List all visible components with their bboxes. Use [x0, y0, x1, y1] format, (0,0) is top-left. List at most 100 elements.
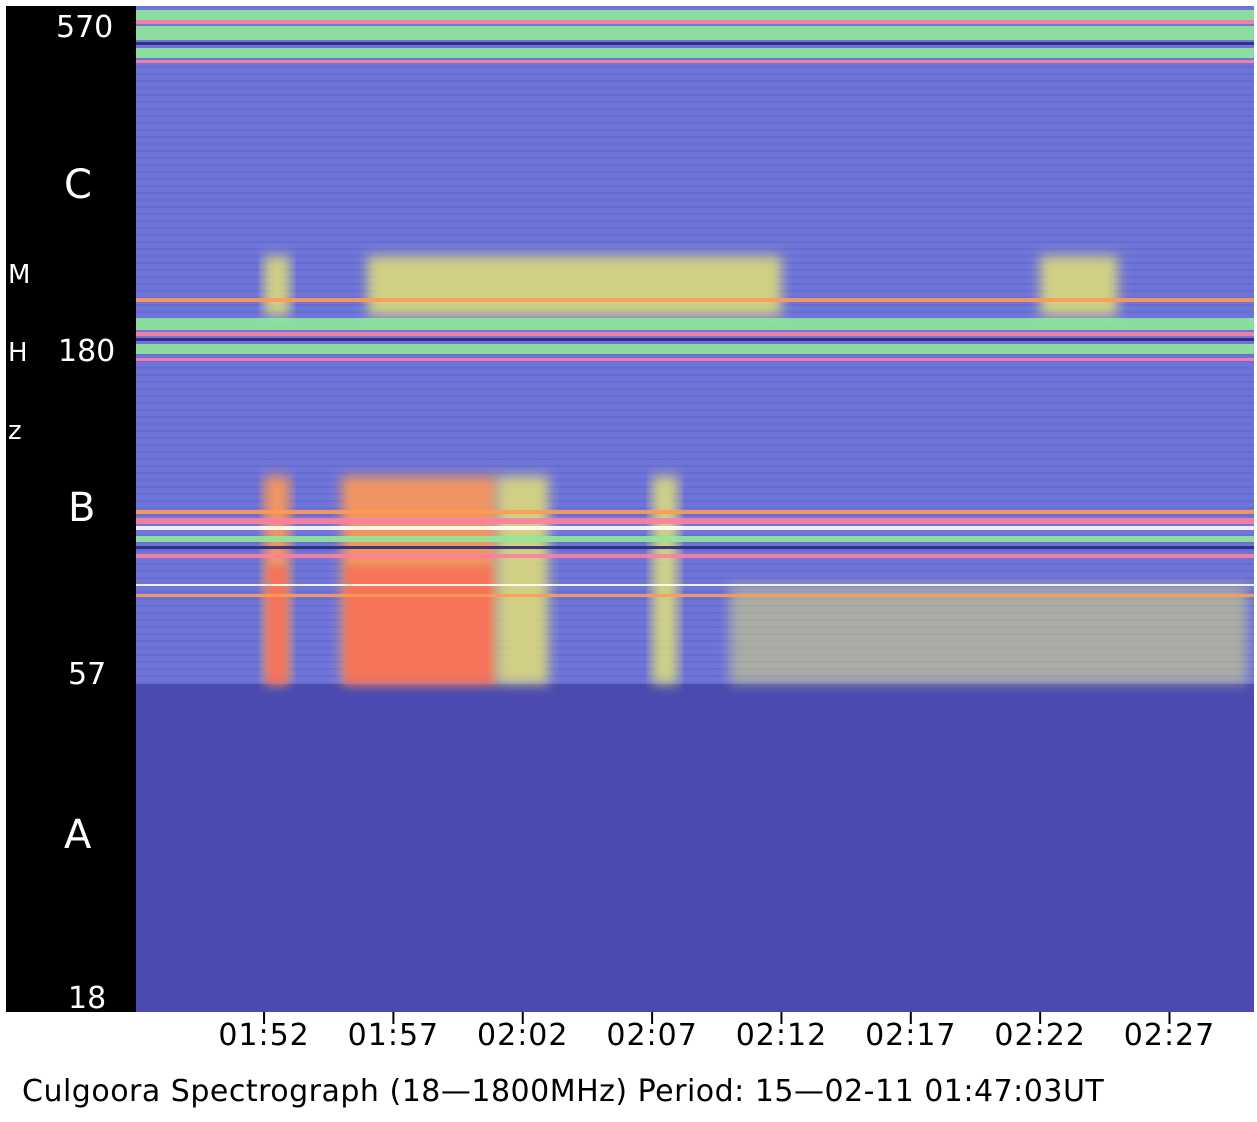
interference-line — [136, 584, 1254, 586]
interference-line — [136, 358, 1254, 361]
channel-stripe — [136, 101, 1254, 103]
channel-stripe — [136, 409, 1254, 411]
interference-line — [136, 48, 1254, 58]
channel-stripe — [136, 234, 1254, 236]
channel-stripe — [136, 241, 1254, 243]
channel-stripe — [136, 206, 1254, 208]
channel-stripe — [136, 500, 1254, 502]
channel-stripe — [136, 647, 1254, 649]
interference-line — [136, 546, 1254, 549]
channel-stripe — [136, 654, 1254, 656]
channel-stripe — [136, 549, 1254, 551]
channel-stripe — [136, 402, 1254, 404]
channel-stripe — [136, 570, 1254, 572]
channel-stripe — [136, 185, 1254, 187]
channel-stripe — [136, 395, 1254, 397]
interference-line — [136, 338, 1254, 341]
channel-stripe — [136, 164, 1254, 166]
channel-stripe — [136, 640, 1254, 642]
channel-stripe — [136, 633, 1254, 635]
channel-stripe — [136, 108, 1254, 110]
channel-stripe — [136, 213, 1254, 215]
channel-stripe — [136, 612, 1254, 614]
channel-stripe — [136, 150, 1254, 152]
channel-stripe — [136, 423, 1254, 425]
channel-stripe — [136, 465, 1254, 467]
burst-b-7 — [729, 586, 1248, 684]
xtick-label: 02:17 — [865, 1018, 957, 1053]
channel-stripe — [136, 157, 1254, 159]
channel-stripe — [136, 444, 1254, 446]
channel-stripe — [136, 192, 1254, 194]
burst-core-3 — [268, 566, 286, 684]
ytick-label-18: 18 — [68, 981, 107, 1016]
channel-stripe — [136, 472, 1254, 474]
xtick-label: 02:02 — [477, 1018, 569, 1053]
channel-stripe — [136, 122, 1254, 124]
channel-stripe — [136, 563, 1254, 565]
spectrogram-plot — [136, 6, 1254, 1012]
xtick-label: 01:52 — [218, 1018, 310, 1053]
channel-stripe — [136, 605, 1254, 607]
channel-stripe — [136, 199, 1254, 201]
channel-stripe — [136, 115, 1254, 117]
channel-stripe — [136, 94, 1254, 96]
channel-stripe — [136, 171, 1254, 173]
channel-stripe — [136, 619, 1254, 621]
channel-stripe — [136, 227, 1254, 229]
channel-stripe — [136, 479, 1254, 481]
channel-stripe — [136, 129, 1254, 131]
channel-stripe — [136, 486, 1254, 488]
channel-stripe — [136, 374, 1254, 376]
interference-line — [136, 26, 1254, 40]
channel-stripe — [136, 430, 1254, 432]
channel-stripe — [136, 577, 1254, 579]
interference-line — [136, 554, 1254, 558]
channel-stripe — [136, 507, 1254, 509]
band-label-c: C — [64, 162, 92, 208]
interference-line — [136, 42, 1254, 45]
burst-b-6 — [652, 476, 678, 684]
burst-core-4 — [345, 566, 493, 684]
interference-line — [136, 318, 1254, 330]
interference-line — [136, 518, 1254, 524]
ytick-label-570: 570 — [56, 10, 114, 45]
channel-stripe — [136, 220, 1254, 222]
interference-line — [136, 536, 1254, 542]
channel-stripe — [136, 591, 1254, 593]
ylabel-letter-h: H — [8, 338, 28, 368]
channel-stripe — [136, 451, 1254, 453]
y-axis-panel — [6, 6, 136, 1012]
interference-line — [136, 20, 1254, 24]
burst-c-1 — [367, 256, 782, 316]
ytick-label-180: 180 — [58, 334, 116, 369]
xtick-label: 02:07 — [606, 1018, 698, 1053]
interference-line — [136, 298, 1254, 302]
channel-stripe — [136, 388, 1254, 390]
channel-stripe — [136, 682, 1254, 684]
interference-line — [136, 344, 1254, 354]
xtick-label: 02:22 — [994, 1018, 1086, 1053]
channel-stripe — [136, 73, 1254, 75]
burst-c-0 — [264, 256, 290, 316]
channel-stripe — [136, 675, 1254, 677]
channel-stripe — [136, 248, 1254, 250]
interference-line — [136, 10, 1254, 20]
channel-stripe — [136, 514, 1254, 516]
channel-stripe — [136, 437, 1254, 439]
channel-stripe — [136, 367, 1254, 369]
xtick-label: 02:12 — [735, 1018, 828, 1053]
channel-stripe — [136, 661, 1254, 663]
ylabel-letter-z: z — [8, 416, 22, 446]
channel-stripe — [136, 416, 1254, 418]
band-label-b: B — [68, 485, 96, 531]
channel-stripe — [136, 381, 1254, 383]
channel-stripe — [136, 668, 1254, 670]
channel-stripe — [136, 136, 1254, 138]
burst-b-5 — [496, 476, 549, 684]
channel-stripe — [136, 178, 1254, 180]
band-label-a: A — [64, 812, 92, 858]
interference-line — [136, 332, 1254, 336]
channel-stripe — [136, 87, 1254, 89]
channel-stripe — [136, 458, 1254, 460]
